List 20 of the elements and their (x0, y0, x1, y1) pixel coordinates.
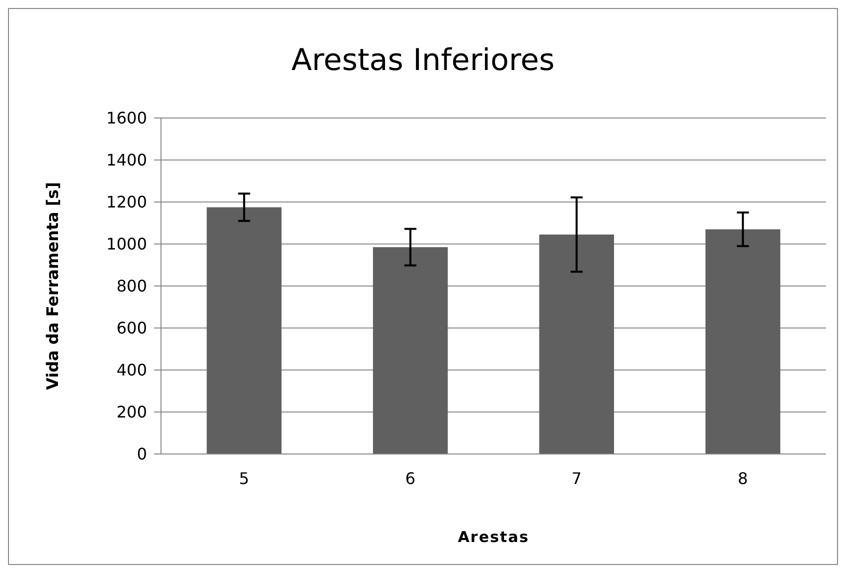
y-tick-label: 0 (136, 444, 147, 464)
y-tick-label: 200 (116, 402, 147, 422)
bar (206, 207, 282, 454)
x-tick-label: 6 (405, 469, 416, 488)
y-tick-label: 400 (116, 360, 147, 380)
x-tick-label: 7 (572, 469, 582, 488)
y-tick-label: 1600 (106, 108, 147, 128)
y-tick-label: 1000 (106, 234, 147, 254)
chart-title: Arestas Inferiores (291, 43, 555, 78)
y-tick-label: 1200 (106, 192, 147, 212)
bar (372, 247, 448, 454)
x-tick-label: 5 (239, 469, 250, 488)
y-axis-title: Vida da Ferramenta [s] (43, 182, 62, 390)
bar (539, 234, 614, 454)
x-tick-label: 8 (738, 469, 748, 488)
x-axis-title: Arestas (458, 528, 530, 546)
bar (705, 229, 780, 454)
y-tick-label: 600 (116, 318, 147, 338)
y-tick-label: 800 (116, 276, 147, 296)
y-tick-label: 1400 (106, 150, 147, 170)
